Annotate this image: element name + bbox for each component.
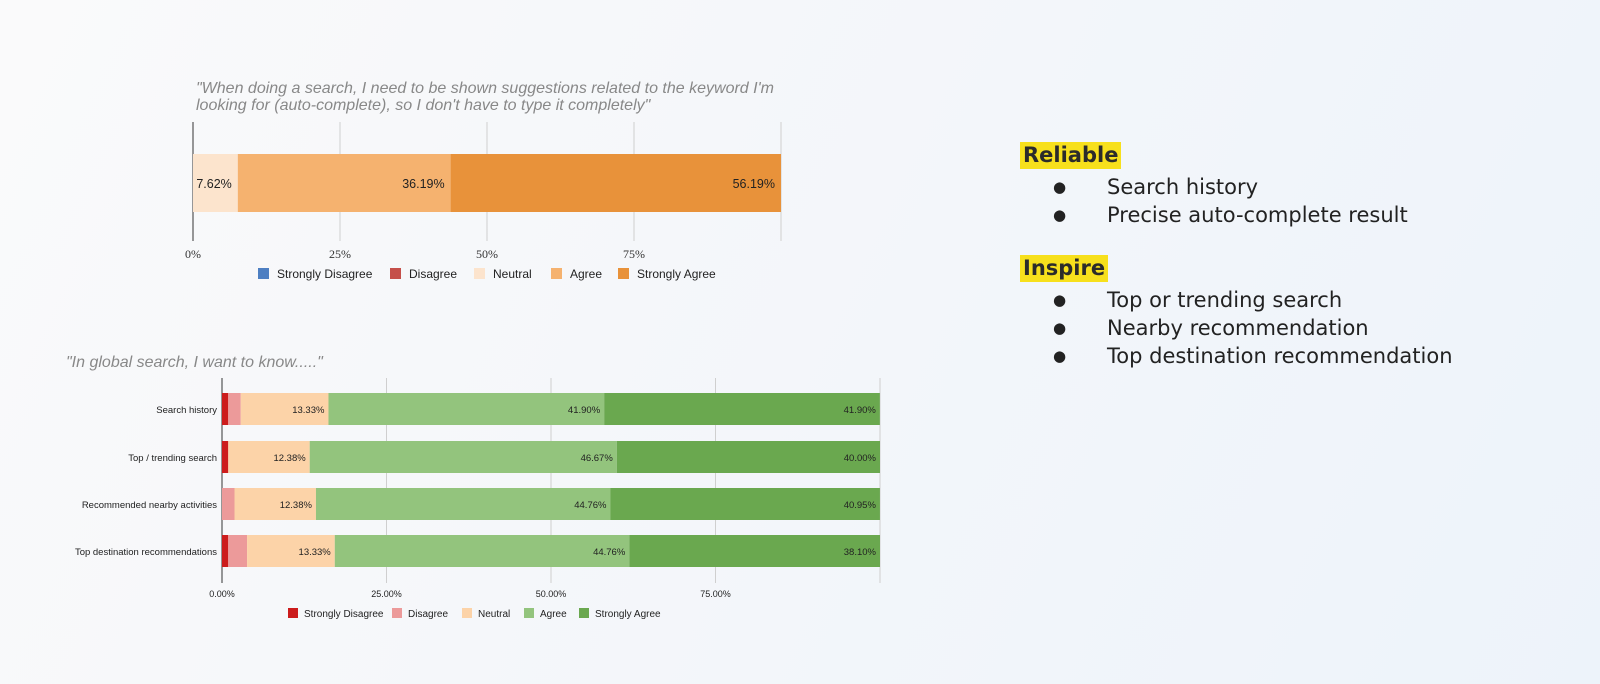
legend-swatch	[618, 268, 629, 279]
legend-swatch	[474, 268, 485, 279]
list-item: Precise auto-complete result	[1020, 201, 1453, 229]
legend-swatch	[524, 608, 534, 618]
bar-segment-agree	[334, 535, 630, 567]
chart1-title: "When doing a search, I need to be shown…	[196, 80, 774, 114]
bar-segment-strongly-disagree	[222, 441, 229, 473]
bar-segment-disagree	[228, 535, 248, 567]
legend-label: Strongly Disagree	[304, 609, 384, 620]
chart2-title: "In global search, I want to know....."	[66, 354, 323, 371]
bar-segment-neutral	[193, 154, 238, 212]
data-label: 13.33%	[299, 547, 332, 558]
bar-segment-strongly-agree	[450, 154, 781, 212]
legend-label: Strongly Agree	[637, 267, 716, 281]
legend-swatch	[551, 268, 562, 279]
inspire-section: Inspire Top or trending search Nearby re…	[1020, 255, 1453, 370]
inspire-heading: Inspire	[1020, 255, 1109, 282]
x-tick-label: 0%	[185, 247, 201, 261]
data-label: 40.00%	[844, 453, 877, 464]
data-label: 44.76%	[593, 547, 626, 558]
data-label: 13.33%	[292, 405, 325, 416]
bar-segment-agree	[328, 393, 605, 425]
list-item: Top or trending search	[1020, 286, 1453, 314]
bar-segment-neutral	[234, 488, 316, 520]
data-label: 56.19%	[733, 177, 775, 191]
bar-segment-strongly-agree	[616, 441, 880, 473]
bar-segment-agree	[309, 441, 617, 473]
list-item: Nearby recommendation	[1020, 314, 1453, 342]
category-label: Search history	[156, 405, 217, 416]
data-label: 40.95%	[844, 500, 877, 511]
legend-label: Neutral	[493, 267, 532, 281]
bar-segment-strongly-disagree	[222, 535, 229, 567]
x-tick-label: 50%	[476, 247, 498, 261]
data-label: 41.90%	[568, 405, 601, 416]
data-label: 12.38%	[280, 500, 313, 511]
legend-swatch	[392, 608, 402, 618]
bar-segment-strongly-agree	[610, 488, 880, 520]
legend-label: Agree	[570, 267, 602, 281]
bar-segment-neutral	[240, 393, 329, 425]
data-label: 12.38%	[273, 453, 306, 464]
bar-segment-disagree	[228, 393, 241, 425]
reliable-heading: Reliable	[1020, 142, 1122, 169]
category-label: Recommended nearby activities	[82, 500, 217, 511]
reliable-section: Reliable Search history Precise auto-com…	[1020, 142, 1453, 229]
x-tick-label: 0.00%	[209, 589, 235, 599]
x-tick-label: 50.00%	[536, 589, 567, 599]
bar-segment-disagree	[222, 488, 235, 520]
data-label: 44.76%	[574, 500, 607, 511]
legend-label: Strongly Disagree	[277, 267, 373, 281]
legend-label: Disagree	[409, 267, 457, 281]
list-item: Top destination recommendation	[1020, 342, 1453, 370]
legend-label: Strongly Agree	[595, 609, 661, 620]
legend-swatch	[258, 268, 269, 279]
inspire-list: Top or trending search Nearby recommenda…	[1020, 286, 1453, 370]
data-label: 46.67%	[581, 453, 614, 464]
legend-label: Disagree	[408, 609, 448, 620]
legend-label: Agree	[540, 609, 567, 620]
bar-segment-strongly-agree	[604, 393, 880, 425]
reliable-list: Search history Precise auto-complete res…	[1020, 173, 1453, 229]
data-label: 41.90%	[844, 405, 877, 416]
bar-segment-neutral	[247, 535, 335, 567]
bar-segment-strongly-disagree	[222, 393, 229, 425]
list-item: Search history	[1020, 173, 1453, 201]
data-label: 7.62%	[196, 177, 231, 191]
bar-segment-neutral	[228, 441, 310, 473]
bar-segment-agree	[315, 488, 611, 520]
category-label: Top destination recommendations	[75, 547, 217, 558]
legend-swatch	[288, 608, 298, 618]
legend-swatch	[390, 268, 401, 279]
x-tick-label: 25%	[329, 247, 351, 261]
bar-segment-strongly-agree	[629, 535, 880, 567]
x-tick-label: 75%	[623, 247, 645, 261]
takeaways-panel: Reliable Search history Precise auto-com…	[1020, 142, 1453, 370]
x-tick-label: 25.00%	[371, 589, 402, 599]
legend-swatch	[579, 608, 589, 618]
legend-label: Neutral	[478, 609, 510, 620]
bar-segment-agree	[237, 154, 451, 212]
data-label: 36.19%	[402, 177, 444, 191]
x-tick-label: 75.00%	[700, 589, 731, 599]
legend-swatch	[462, 608, 472, 618]
data-label: 38.10%	[844, 547, 877, 558]
category-label: Top / trending search	[128, 453, 217, 464]
